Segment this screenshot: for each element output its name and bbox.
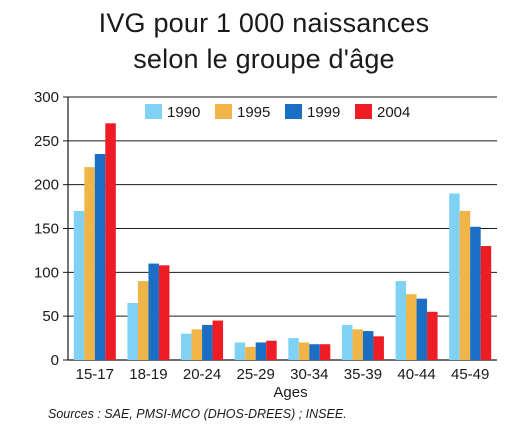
bar-1990-20-24 <box>181 333 192 360</box>
chart-title-line-2: selon le groupe d'âge <box>133 44 395 74</box>
bar-1999-25-29 <box>255 342 267 360</box>
bar-1999-40-44 <box>416 298 428 360</box>
bar-1995-20-24 <box>191 329 203 360</box>
y-tick-label: 50 <box>42 308 59 325</box>
bar-1995-25-29 <box>245 346 256 360</box>
x-tick-label: 40-44 <box>397 366 435 383</box>
legend-label-1999: 1999 <box>307 104 340 121</box>
legend-swatch-1990 <box>145 104 162 119</box>
legend-swatch-1995 <box>215 104 232 119</box>
y-tick-label: 0 <box>51 352 59 369</box>
bar-2004-40-44 <box>427 311 438 360</box>
bar-1990-18-19 <box>127 303 138 360</box>
bar-1995-40-44 <box>406 294 417 360</box>
bar-2004-25-29 <box>266 340 277 360</box>
bar-1995-30-34 <box>298 342 310 360</box>
x-axis-label: Ages <box>273 384 307 401</box>
chart-title-line-1: IVG pour 1 000 naissances <box>98 8 430 38</box>
x-tick-label: 35-39 <box>344 366 382 383</box>
source-note: Sources : SAE, PMSI-MCO (DHOS-DREES) ; I… <box>48 407 347 421</box>
x-tick-label: 20-24 <box>183 366 221 383</box>
legend-label-1995: 1995 <box>237 104 270 121</box>
bar-2004-18-19 <box>158 265 170 360</box>
legend-swatch-1999 <box>285 104 302 119</box>
bar-1999-45-49 <box>470 226 481 360</box>
bar-1999-30-34 <box>309 344 320 360</box>
bar-2004-45-49 <box>480 246 492 360</box>
bar-1995-45-49 <box>459 210 471 360</box>
bar-1990-40-44 <box>395 281 407 360</box>
bar-2004-15-17 <box>105 123 116 360</box>
bar-2004-35-39 <box>373 336 384 360</box>
legend-label-2004: 2004 <box>377 104 410 121</box>
x-tick-label: 30-34 <box>290 366 328 383</box>
x-tick-label: 15-17 <box>76 366 114 383</box>
bar-1995-35-39 <box>352 329 363 360</box>
bar-1999-35-39 <box>362 331 374 360</box>
bar-1995-18-19 <box>137 281 149 360</box>
bar-1999-20-24 <box>202 324 213 360</box>
bar-1995-15-17 <box>84 167 95 360</box>
y-tick-label: 100 <box>34 264 59 281</box>
bar-1990-15-17 <box>73 210 85 360</box>
x-tick-label: 25-29 <box>237 366 275 383</box>
legend-swatch-2004 <box>355 104 372 119</box>
y-tick-label: 250 <box>34 133 59 150</box>
x-tick-label: 18-19 <box>129 366 167 383</box>
bar-1990-45-49 <box>449 193 460 360</box>
bar-1990-35-39 <box>341 324 353 360</box>
y-tick-label: 150 <box>34 221 59 238</box>
bar-2004-30-34 <box>319 344 331 360</box>
x-tick-label: 45-49 <box>451 366 489 383</box>
bar-2004-20-24 <box>212 320 224 360</box>
bar-1990-30-34 <box>288 338 299 360</box>
legend-label-1990: 1990 <box>167 104 200 121</box>
bar-1999-15-17 <box>94 153 106 360</box>
y-tick-label: 300 <box>34 89 59 106</box>
bar-1990-25-29 <box>234 342 246 360</box>
y-tick-label: 200 <box>34 177 59 194</box>
bar-1999-18-19 <box>148 263 159 360</box>
